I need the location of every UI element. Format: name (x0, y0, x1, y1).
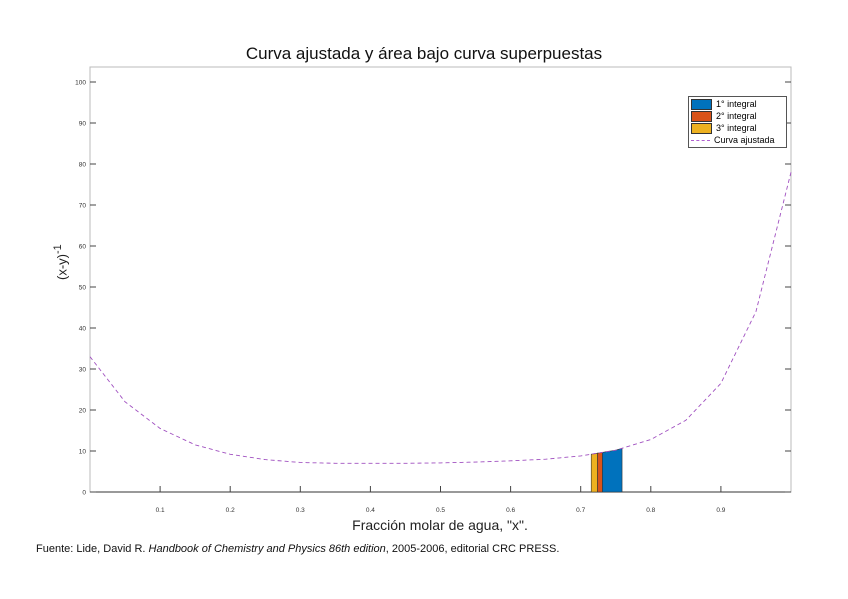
chart-title: Curva ajustada y área bajo curva superpu… (245, 44, 603, 63)
legend-swatch (691, 110, 712, 122)
x-tick-label: 0.6 (506, 507, 515, 514)
x-tick-label: 0.7 (576, 507, 585, 514)
y-tick-label: 40 (79, 326, 87, 333)
legend-item: Curva ajustada (691, 134, 784, 146)
integral-area (602, 447, 623, 493)
legend-item: 1° integral (691, 98, 784, 110)
source-prefix: Fuente: Lide, David R. (36, 543, 149, 555)
legend: 1° integral 2° integral 3° integral Curv… (688, 96, 787, 148)
fitted-curve (89, 172, 792, 464)
x-tick-label: 0.9 (716, 507, 725, 514)
legend-item: 3° integral (691, 122, 784, 134)
y-tick-label: 0 (82, 490, 86, 497)
y-tick-label: 100 (75, 80, 86, 87)
integral-area (597, 452, 603, 493)
legend-item: 2° integral (691, 110, 784, 122)
legend-label: 1° integral (716, 99, 757, 109)
legend-swatch (691, 98, 712, 110)
y-tick-label: 20 (79, 408, 87, 415)
integral-area (590, 452, 598, 493)
y-tick-label: 30 (79, 367, 87, 374)
legend-label: 2° integral (716, 111, 757, 121)
legend-swatch (691, 122, 712, 134)
y-tick-label: 60 (79, 244, 87, 251)
source-suffix: , 2005-2006, editorial CRC PRESS. (385, 543, 560, 555)
x-tick-label: 0.8 (646, 507, 655, 514)
legend-label: 3° integral (716, 123, 757, 133)
legend-label: Curva ajustada (714, 135, 775, 145)
source-title: Handbook of Chemistry and Physics 86th e… (148, 543, 386, 555)
x-axis-label: Fracción molar de agua, "x". (352, 517, 528, 533)
x-tick-label: 0.1 (156, 507, 165, 514)
source-note: Fuente: Lide, David R. Handbook of Chemi… (36, 543, 559, 555)
y-tick-label: 50 (79, 285, 87, 292)
y-label-sup: -1 (52, 244, 64, 254)
axes-box (89, 66, 792, 493)
x-tick-label: 0.4 (366, 507, 375, 514)
x-tick-label: 0.2 (226, 507, 235, 514)
y-tick-label: 70 (79, 203, 87, 210)
y-tick-label: 80 (79, 162, 87, 169)
y-tick-label: 90 (79, 121, 87, 128)
legend-line (691, 139, 710, 141)
x-tick-label: 0.3 (296, 507, 305, 514)
y-label-text: (x-y) (54, 254, 70, 280)
x-tick-label: 0.5 (436, 507, 445, 514)
y-axis-label: (x-y)-1 (52, 244, 69, 280)
y-tick-label: 10 (79, 449, 87, 456)
